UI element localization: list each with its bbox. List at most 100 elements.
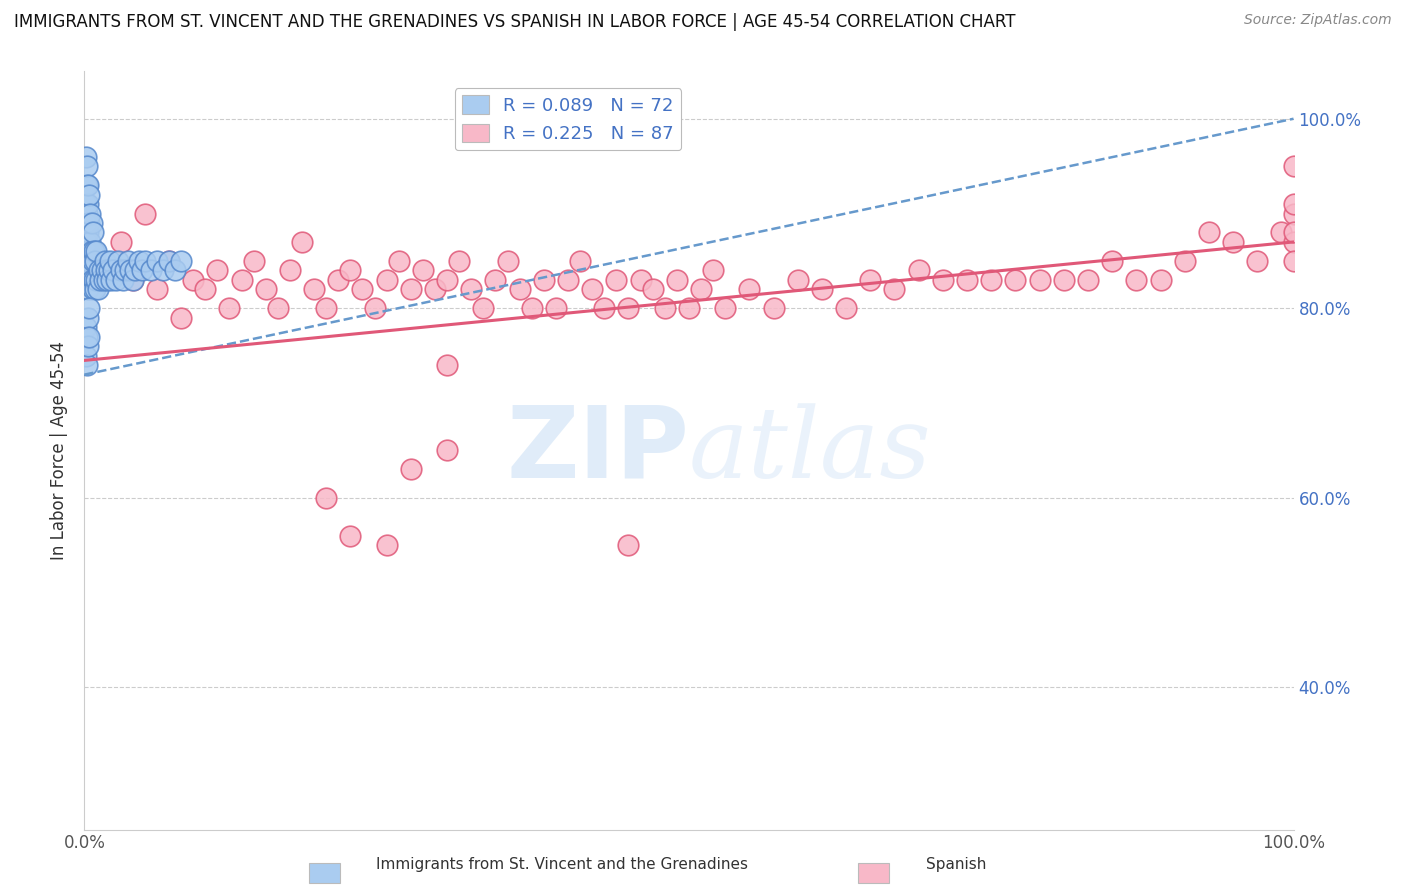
Point: [77, 226, 100, 240]
Point: [170, 254, 193, 268]
Point: [82, 282, 104, 296]
Point: [412, 263, 434, 277]
Point: [80, 273, 103, 287]
Point: [328, 273, 350, 287]
Point: [835, 301, 858, 316]
Point: [484, 273, 506, 287]
Point: [75, 320, 97, 334]
Text: IMMIGRANTS FROM ST. VINCENT AND THE GRENADINES VS SPANISH IN LABOR FORCE | AGE 4: IMMIGRANTS FROM ST. VINCENT AND THE GREN…: [14, 13, 1015, 31]
Point: [654, 301, 676, 316]
Point: [617, 301, 640, 316]
Point: [399, 462, 422, 476]
Point: [77, 254, 100, 268]
Point: [811, 282, 834, 296]
Point: [100, 273, 122, 287]
Point: [231, 273, 253, 287]
Point: [352, 282, 374, 296]
Point: [738, 282, 761, 296]
Point: [170, 310, 193, 325]
Point: [1101, 254, 1123, 268]
Point: [77, 301, 100, 316]
Text: Spanish: Spanish: [927, 857, 986, 872]
Point: [605, 273, 627, 287]
Point: [75, 349, 97, 363]
Point: [1174, 254, 1197, 268]
Point: [121, 273, 143, 287]
Point: [77, 178, 100, 193]
Point: [932, 273, 955, 287]
Point: [181, 273, 204, 287]
Text: ZIP: ZIP: [506, 402, 689, 499]
Point: [302, 282, 325, 296]
Point: [1198, 226, 1220, 240]
Point: [436, 443, 458, 458]
Point: [75, 197, 97, 211]
Point: [152, 263, 174, 277]
Point: [110, 263, 132, 277]
Point: [80, 216, 103, 230]
Point: [786, 273, 808, 287]
Point: [509, 282, 531, 296]
Point: [315, 301, 337, 316]
Point: [630, 273, 652, 287]
Point: [1282, 235, 1305, 249]
Point: [388, 254, 411, 268]
Point: [165, 263, 187, 277]
Point: [76, 330, 98, 344]
Point: [110, 235, 132, 249]
Point: [79, 263, 101, 277]
Point: [207, 263, 229, 277]
Point: [77, 197, 100, 211]
Point: [665, 273, 688, 287]
Point: [91, 263, 114, 277]
Point: [254, 282, 277, 296]
Point: [1282, 254, 1305, 268]
Point: [460, 282, 482, 296]
Point: [139, 263, 162, 277]
Point: [157, 254, 180, 268]
Point: [1028, 273, 1050, 287]
Point: [77, 282, 100, 296]
Point: [339, 263, 361, 277]
Point: [104, 273, 127, 287]
Point: [1282, 226, 1305, 240]
Point: [83, 244, 105, 259]
Point: [436, 358, 458, 372]
Point: [883, 282, 905, 296]
Point: [242, 254, 264, 268]
Point: [76, 235, 98, 249]
Point: [544, 301, 567, 316]
Point: [121, 273, 143, 287]
Point: [980, 273, 1002, 287]
Point: [1246, 254, 1268, 268]
Point: [117, 254, 139, 268]
Point: [94, 254, 117, 268]
Point: [77, 330, 100, 344]
Point: [87, 263, 110, 277]
Point: [472, 301, 495, 316]
Point: [76, 178, 98, 193]
Point: [76, 358, 98, 372]
Point: [533, 273, 555, 287]
Point: [76, 159, 98, 173]
Point: [83, 273, 105, 287]
Point: [79, 206, 101, 220]
Point: [1222, 235, 1244, 249]
Point: [75, 244, 97, 259]
Point: [134, 254, 156, 268]
Point: [1004, 273, 1026, 287]
Point: [77, 339, 100, 353]
Point: [859, 273, 882, 287]
Point: [690, 282, 713, 296]
Point: [956, 273, 979, 287]
Point: [278, 263, 301, 277]
Point: [557, 273, 579, 287]
Point: [76, 263, 98, 277]
Point: [94, 263, 117, 277]
Point: [80, 244, 103, 259]
Point: [267, 301, 290, 316]
Point: [702, 263, 724, 277]
Point: [93, 273, 115, 287]
Point: [77, 187, 100, 202]
Point: [194, 282, 217, 296]
